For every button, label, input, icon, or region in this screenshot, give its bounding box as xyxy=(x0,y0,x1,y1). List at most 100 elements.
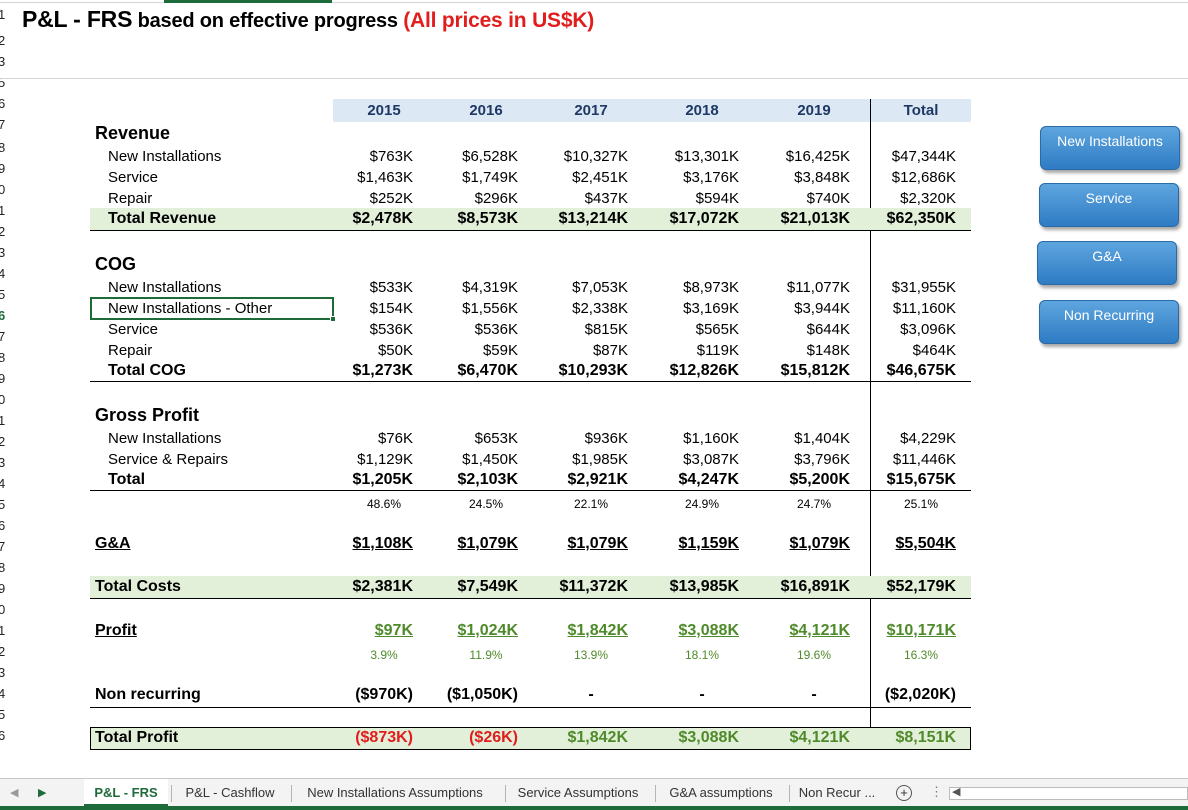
sheet-tab[interactable]: Service Assumptions xyxy=(517,785,639,800)
percent-cell[interactable]: 24.7% xyxy=(796,497,832,511)
value-cell[interactable]: $536K xyxy=(369,321,413,338)
value-cell[interactable]: $11,160K xyxy=(892,300,956,317)
value-cell[interactable]: ($873K) xyxy=(355,729,413,746)
row-label[interactable]: Repair xyxy=(108,342,153,359)
value-cell[interactable]: $4,247K xyxy=(678,471,740,488)
total-costs-label[interactable]: Total Costs xyxy=(95,578,181,595)
value-cell[interactable]: $1,985K xyxy=(572,451,628,468)
row-number[interactable]: 3 xyxy=(0,245,6,260)
row-number[interactable]: 7 xyxy=(0,539,6,554)
value-cell[interactable]: $59K xyxy=(482,342,518,359)
row-label[interactable]: New Installations xyxy=(108,430,222,447)
value-cell[interactable]: $653K xyxy=(474,430,518,447)
value-cell[interactable]: - xyxy=(699,686,705,703)
row-number[interactable]: 4 xyxy=(0,476,6,491)
row-number[interactable]: 7 xyxy=(0,117,6,132)
row-number[interactable]: 1 xyxy=(0,413,6,428)
value-cell[interactable]: $1,079K xyxy=(789,535,851,552)
value-cell[interactable]: $533K xyxy=(369,279,413,296)
value-cell[interactable]: $3,176K xyxy=(683,169,739,186)
value-cell[interactable]: $5,200K xyxy=(789,471,851,488)
row-number[interactable]: 8 xyxy=(0,140,6,155)
row-number[interactable]: 9 xyxy=(0,371,6,386)
percent-cell[interactable]: 24.9% xyxy=(684,497,720,511)
profit-label[interactable]: Profit xyxy=(95,622,137,639)
row-number[interactable]: 2 xyxy=(0,644,6,659)
row-label[interactable]: Service xyxy=(108,321,159,338)
value-cell[interactable]: $2,921K xyxy=(567,471,629,488)
percent-cell[interactable]: 22.1% xyxy=(573,497,609,511)
section-gross-profit[interactable]: Gross Profit xyxy=(95,405,200,425)
value-cell[interactable]: $97K xyxy=(374,622,413,639)
row-number[interactable]: 1 xyxy=(0,203,6,218)
value-cell[interactable]: $148K xyxy=(806,342,850,359)
value-cell[interactable]: $740K xyxy=(806,190,850,207)
row-label[interactable]: New Installations xyxy=(108,148,222,165)
row-number[interactable]: 2 xyxy=(0,33,6,48)
value-cell[interactable]: $87K xyxy=(592,342,628,359)
sheet-tab[interactable]: G&A assumptions xyxy=(669,785,773,800)
value-cell[interactable]: $3,944K xyxy=(794,300,850,317)
percent-cell[interactable]: 24.5% xyxy=(468,497,504,511)
value-cell[interactable]: $16,891K xyxy=(780,578,850,595)
row-number[interactable]: 8 xyxy=(0,350,6,365)
row-number[interactable]: 6 xyxy=(0,728,6,743)
ga-label[interactable]: G&A xyxy=(95,535,131,552)
section-revenue[interactable]: Revenue xyxy=(95,123,171,143)
row-number[interactable]: 0 xyxy=(0,392,6,407)
value-cell[interactable]: $15,675K xyxy=(886,471,956,488)
total-revenue-label[interactable]: Total Revenue xyxy=(108,210,217,227)
value-cell[interactable]: $4,121K xyxy=(789,729,851,746)
ga-button[interactable]: G&A xyxy=(1037,241,1177,285)
service-button[interactable]: Service xyxy=(1039,183,1179,227)
value-cell[interactable]: $5,504K xyxy=(895,535,957,552)
value-cell[interactable]: $3,087K xyxy=(683,451,739,468)
value-cell[interactable]: $2,478K xyxy=(352,210,414,227)
value-cell[interactable]: $1,463K xyxy=(357,169,413,186)
value-cell[interactable]: $1,024K xyxy=(457,622,519,639)
row-number[interactable]: 6 xyxy=(0,96,6,111)
row-number[interactable]: 5 xyxy=(0,497,6,512)
value-cell[interactable]: $21,013K xyxy=(780,210,850,227)
value-cell[interactable]: $13,301K xyxy=(674,148,739,165)
value-cell[interactable]: $1,273K xyxy=(352,362,414,379)
value-cell[interactable]: $76K xyxy=(377,430,413,447)
value-cell[interactable]: $1,079K xyxy=(457,535,519,552)
value-cell[interactable]: $1,842K xyxy=(567,729,629,746)
value-cell[interactable]: $16,425K xyxy=(785,148,850,165)
sheet-tab[interactable]: New Installations Assumptions xyxy=(307,785,483,800)
value-cell[interactable]: $1,159K xyxy=(678,535,740,552)
value-cell[interactable]: $46,675K xyxy=(886,362,956,379)
value-cell[interactable]: $3,088K xyxy=(678,729,740,746)
row-label[interactable]: New Installations - Other xyxy=(108,300,273,317)
value-cell[interactable]: $11,077K xyxy=(786,279,850,296)
value-cell[interactable]: $154K xyxy=(369,300,413,317)
row-number[interactable]: 9 xyxy=(0,581,6,596)
value-cell[interactable]: $3,169K xyxy=(683,300,739,317)
value-cell[interactable]: $17,072K xyxy=(669,210,739,227)
new-installations-button[interactable]: New Installations xyxy=(1040,126,1180,170)
row-number[interactable]: 7 xyxy=(0,329,6,344)
add-sheet-icon[interactable]: + xyxy=(896,785,912,801)
value-cell[interactable]: ($26K) xyxy=(469,729,518,746)
tab-prev-icon[interactable]: ◀ xyxy=(10,787,19,799)
row-number[interactable]: 4 xyxy=(0,266,6,281)
row-label[interactable]: Repair xyxy=(108,190,153,207)
value-cell[interactable]: $536K xyxy=(474,321,518,338)
value-cell[interactable]: $50K xyxy=(377,342,413,359)
percent-cell[interactable]: 19.6% xyxy=(796,648,832,662)
row-number[interactable]: 3 xyxy=(0,455,6,470)
value-cell[interactable]: $3,848K xyxy=(794,169,850,186)
value-cell[interactable]: $15,812K xyxy=(780,362,850,379)
percent-cell[interactable]: 18.1% xyxy=(684,648,720,662)
value-cell[interactable]: $437K xyxy=(584,190,628,207)
more-options-icon[interactable]: ⋮ xyxy=(930,784,943,799)
value-cell[interactable]: $6,528K xyxy=(462,148,518,165)
value-cell[interactable]: $13,214K xyxy=(558,210,628,227)
percent-cell[interactable]: 11.9% xyxy=(469,648,503,662)
percent-cell[interactable]: 48.6% xyxy=(366,497,402,511)
row-number[interactable]: 1 xyxy=(0,7,6,22)
value-cell[interactable]: $1,450K xyxy=(462,451,518,468)
value-cell[interactable]: $252K xyxy=(369,190,413,207)
value-cell[interactable]: $10,293K xyxy=(558,362,628,379)
